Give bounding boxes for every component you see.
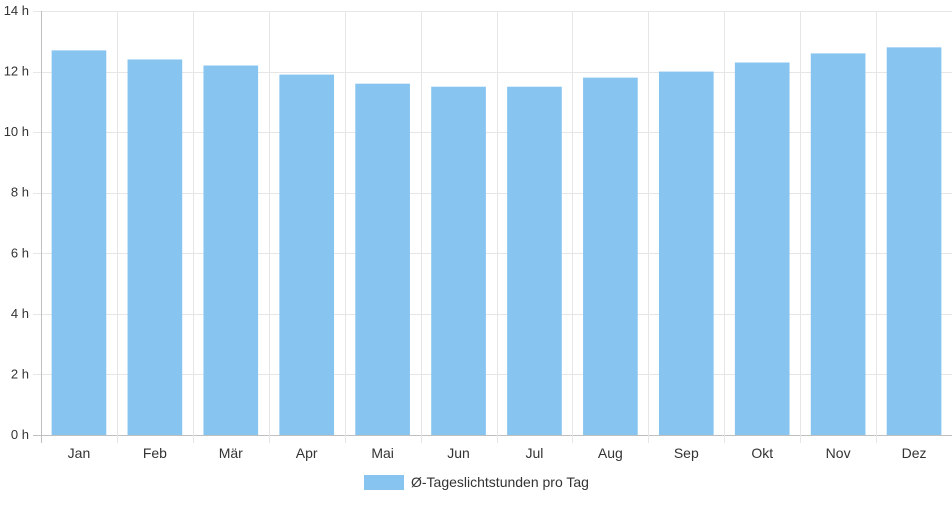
- x-tick-label: Mär: [219, 445, 243, 461]
- x-axis-ticks: Jan Feb Mär Apr Mai Jun Jul Aug Sep Okt Nov Dez: [68, 445, 927, 461]
- bar-jan[interactable]: [51, 50, 107, 435]
- y-tick-label: 2 h: [11, 366, 29, 381]
- x-tick-label: Feb: [143, 445, 167, 461]
- y-tick-label: 12 h: [4, 64, 29, 79]
- legend[interactable]: Ø-Tageslichtstunden pro Tag: [364, 474, 589, 490]
- y-tick-label: 4 h: [11, 306, 29, 321]
- x-tick-label: Sep: [674, 445, 699, 461]
- y-tick-label: 8 h: [11, 185, 29, 200]
- bar-jul[interactable]: [507, 86, 562, 435]
- y-tick-label: 0 h: [11, 427, 29, 442]
- bar-mär[interactable]: [203, 65, 259, 435]
- bar-nov[interactable]: [810, 53, 866, 436]
- x-tick-label: Apr: [296, 445, 318, 461]
- bar-series: [51, 47, 942, 436]
- x-tick-label: Mai: [371, 445, 394, 461]
- bar-feb[interactable]: [127, 59, 183, 435]
- x-tick-label: Jul: [526, 445, 544, 461]
- x-tick-label: Nov: [826, 445, 851, 461]
- y-tick-label: 6 h: [11, 245, 29, 260]
- legend-label[interactable]: Ø-Tageslichtstunden pro Tag: [411, 474, 589, 490]
- x-tick-label: Okt: [751, 445, 773, 461]
- bar-jun[interactable]: [431, 86, 486, 435]
- x-tick-label: Jan: [68, 445, 91, 461]
- bar-okt[interactable]: [734, 62, 790, 435]
- y-axis-ticks: 0 h 2 h 4 h 6 h 8 h 10 h 12 h 14 h: [4, 3, 29, 442]
- x-tick-label: Jun: [447, 445, 470, 461]
- grid-lines: [33, 11, 952, 443]
- y-tick-label: 14 h: [4, 3, 29, 18]
- x-tick-label: Aug: [598, 445, 623, 461]
- bar-dez[interactable]: [886, 47, 942, 435]
- bar-sep[interactable]: [658, 71, 714, 436]
- bar-mai[interactable]: [355, 83, 410, 435]
- y-tick-label: 10 h: [4, 124, 29, 139]
- bar-aug[interactable]: [583, 77, 638, 435]
- legend-swatch[interactable]: [364, 475, 404, 490]
- x-tick-label: Dez: [902, 445, 927, 461]
- bar-apr[interactable]: [279, 74, 335, 435]
